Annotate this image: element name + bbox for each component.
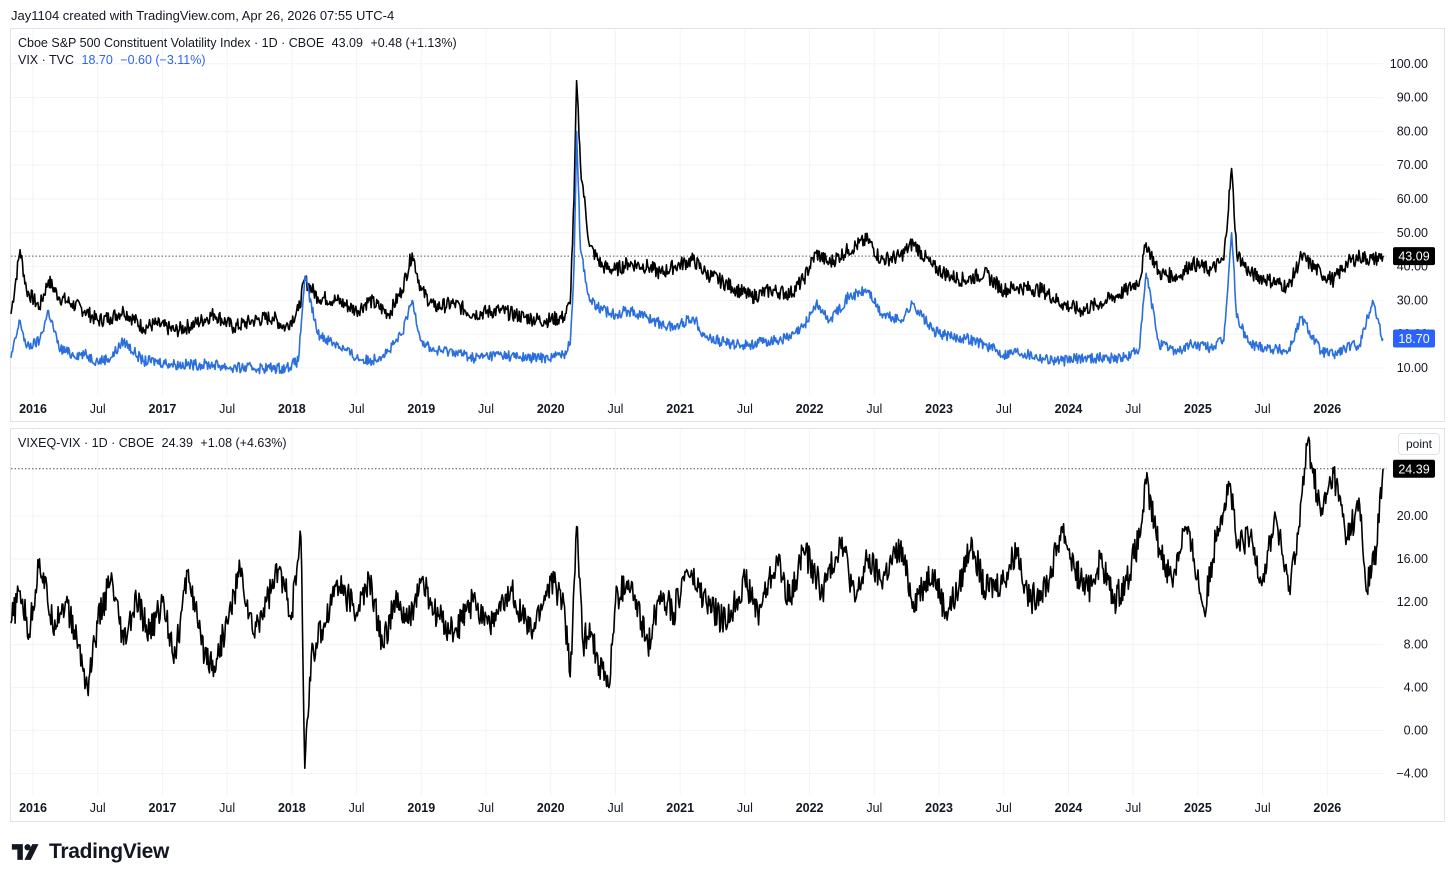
bottom-x-tick-label: Jul [1125,801,1141,815]
bottom-x-tick-label: Jul [996,801,1012,815]
top-pane-frame [10,28,1445,422]
bottom-x-tick-label: Jul [478,801,494,815]
bottom-y-tick-label: 12.00 [1397,595,1428,609]
price-tag-vix-bg [1393,329,1435,348]
top-x-tick-label: 2022 [796,402,824,416]
top-series-line-secondary [10,130,1384,375]
top-y-tick-label: 60.00 [1397,192,1428,206]
bottom-x-tick-label: 2021 [666,801,694,815]
bottom-x-tick-label: 2025 [1184,801,1212,815]
top-x-tick-label: 2021 [666,402,694,416]
legend-spread-change: +1.08 (+4.63%) [200,436,287,450]
attribution-text: Jay1104 created with TradingView.com, Ap… [11,8,395,23]
legend-vix[interactable]: VIX · TVC 18.70 −0.60 (−3.11%) [18,52,206,69]
top-y-tick-label: 90.00 [1397,91,1428,105]
tradingview-wordmark: TradingView [49,840,170,863]
top-x-tick-label: Jul [90,402,106,416]
top-x-tick-label: 2019 [407,402,435,416]
legend-vixeq-change: +0.48 (+1.13%) [370,36,457,50]
top-x-tick-label: Jul [478,402,494,416]
top-y-tick-label: 50.00 [1397,226,1428,240]
price-tag-vix-text: 18.70 [1398,332,1429,346]
top-y-tick-label: 30.00 [1397,293,1428,307]
top-x-tick-label: Jul [737,402,753,416]
bottom-x-tick-label: Jul [737,801,753,815]
legend-vix-last: 18.70 [81,53,113,67]
price-tag-spread: 24.39 [1393,459,1435,478]
top-x-tick-label: Jul [866,402,882,416]
bottom-y-tick-label: 16.00 [1397,552,1428,566]
bottom-series-line-primary [10,436,1384,770]
top-x-tick-label: 2017 [149,402,177,416]
price-tag-vixeq-text: 43.09 [1398,250,1429,264]
top-x-tick-label: Jul [1255,402,1271,416]
bottom-y-tick-label: 0.00 [1404,724,1428,738]
bottom-x-tick-label: 2020 [537,801,565,815]
legend-vix-name: VIX · TVC [18,53,75,67]
bottom-x-tick-label: Jul [349,801,365,815]
scale-mode-button[interactable]: point [1398,433,1440,455]
top-x-tick-label: Jul [219,402,235,416]
bottom-pane-frame [10,428,1445,822]
legend-vixeq-last: 43.09 [331,36,363,50]
bottom-x-tick-label: 2019 [407,801,435,815]
bottom-x-tick-label: 2024 [1055,801,1083,815]
legend-vixeq[interactable]: Cboe S&P 500 Constituent Volatility Inde… [18,35,457,52]
bottom-x-tick-label: 2022 [796,801,824,815]
top-x-tick-label: Jul [996,402,1012,416]
top-x-tick-label: 2018 [278,402,306,416]
top-x-tick-label: Jul [349,402,365,416]
top-y-tick-label: 80.00 [1397,124,1428,138]
top-y-tick-label: 10.00 [1397,361,1428,375]
bottom-x-tick-label: Jul [90,801,106,815]
bottom-y-tick-label: −4.00 [1396,767,1428,781]
legend-vix-change: −0.60 (−3.11%) [120,53,206,67]
price-tag-vixeq: 43.09 [1393,247,1435,266]
bottom-y-tick-label: 4.00 [1404,681,1428,695]
top-x-tick-label: Jul [1125,402,1141,416]
top-series-line-primary [10,79,1384,338]
top-x-tick-label: Jul [607,402,623,416]
top-x-tick-label: 2025 [1184,402,1212,416]
price-tag-spread-text: 24.39 [1398,462,1429,476]
bottom-x-tick-label: Jul [866,801,882,815]
legend-vixeq-name: Cboe S&P 500 Constituent Volatility Inde… [18,36,325,50]
bottom-y-tick-label: 8.00 [1404,638,1428,652]
bottom-x-tick-label: 2018 [278,801,306,815]
tradingview-logo[interactable]: TradingView [11,840,169,864]
bottom-x-tick-label: 2023 [925,801,953,815]
legend-spread-name: VIXEQ-VIX · 1D · CBOE [18,436,155,450]
bottom-x-tick-label: Jul [607,801,623,815]
legend-spread-last: 24.39 [161,436,193,450]
bottom-x-tick-label: 2017 [149,801,177,815]
legend-spread[interactable]: VIXEQ-VIX · 1D · CBOE 24.39 +1.08 (+4.63… [18,435,287,452]
top-x-tick-label: 2016 [19,402,47,416]
bottom-pane-plot: 2016 Jul 2017 Jul 2018 Jul 2019 Jul 2020 Jul 2021 J… [10,430,1428,815]
price-tag-vixeq-bg [1393,247,1435,266]
bottom-x-tick-label: 2016 [19,801,47,815]
top-y-tick-label: 100.00 [1390,57,1428,71]
top-pane-plot: 2016 Jul 2017 Jul 2018 Jul 2019 Jul 2020 Jul 2021 J… [10,30,1428,416]
tradingview-mark-icon [11,844,39,860]
bottom-x-tick-label: Jul [1255,801,1271,815]
top-y-tick-label: 70.00 [1397,158,1428,172]
bottom-x-tick-label: Jul [219,801,235,815]
top-x-tick-label: 2026 [1313,402,1341,416]
top-x-tick-label: 2023 [925,402,953,416]
bottom-x-tick-label: 2026 [1313,801,1341,815]
price-tag-vix: 18.70 [1393,329,1435,348]
bottom-y-tick-label: 20.00 [1397,509,1428,523]
top-x-tick-label: 2020 [537,402,565,416]
top-x-tick-label: 2024 [1055,402,1083,416]
price-tag-spread-bg [1393,459,1435,478]
